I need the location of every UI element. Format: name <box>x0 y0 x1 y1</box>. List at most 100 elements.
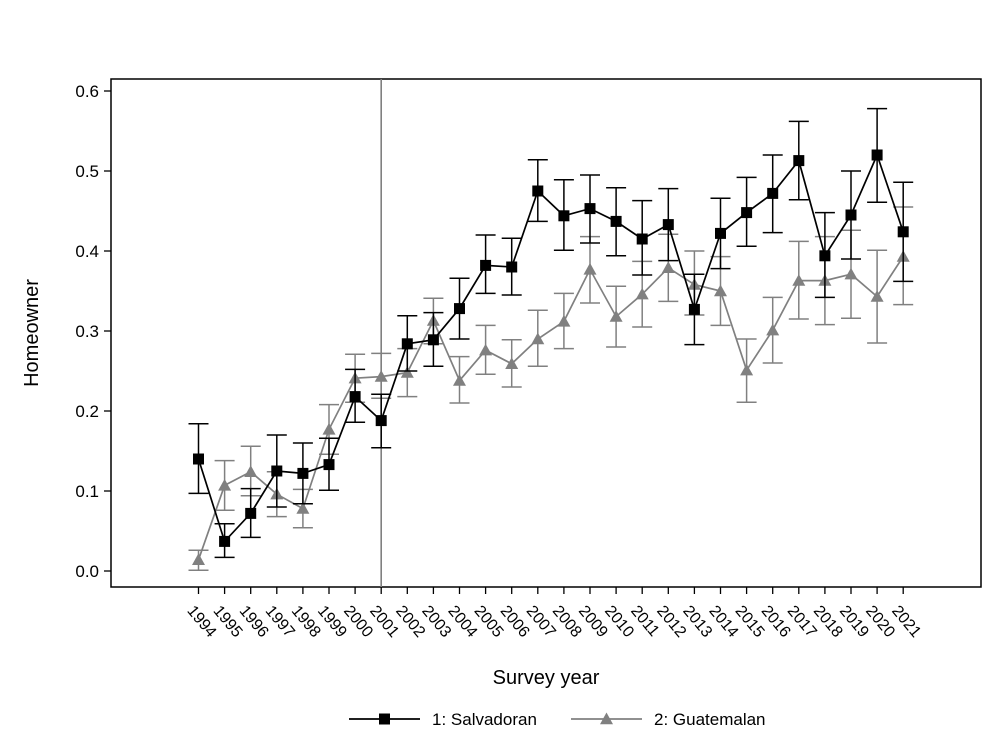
y-tick-label: 0.2 <box>75 402 99 421</box>
data-point <box>767 187 779 199</box>
data-point <box>374 370 388 382</box>
y-tick-label: 0.6 <box>75 82 99 101</box>
x-tick-label: 2003 <box>418 603 454 641</box>
x-tick-label: 1995 <box>210 603 246 641</box>
x-tick-label: 2016 <box>758 603 794 641</box>
data-point <box>636 233 648 245</box>
series-layer <box>188 107 914 571</box>
x-tick-label: 2004 <box>444 603 480 641</box>
x-tick-label: 2011 <box>627 603 662 640</box>
x-tick-label: 1998 <box>288 603 324 641</box>
data-point <box>715 227 726 239</box>
x-tick-label: 2015 <box>732 603 768 641</box>
x-tick-label: 2014 <box>705 603 741 641</box>
x-tick-label: 1999 <box>314 603 350 641</box>
x-tick-label: 2010 <box>601 603 637 641</box>
data-point <box>558 210 570 222</box>
series-line <box>197 152 905 544</box>
data-point <box>322 422 336 435</box>
data-point <box>349 391 361 403</box>
data-point <box>845 209 857 221</box>
data-point <box>427 334 439 346</box>
data-point <box>792 274 806 286</box>
data-point <box>400 366 414 378</box>
data-point <box>609 310 623 322</box>
x-tick-label: 2005 <box>471 603 507 641</box>
data-point <box>245 507 257 519</box>
data-point <box>871 149 883 161</box>
x-tick-label: 1996 <box>236 603 272 641</box>
data-point <box>688 303 700 315</box>
series-1 <box>188 107 914 559</box>
x-tick-label: 2017 <box>784 603 820 641</box>
x-tick-label: 2009 <box>575 603 611 641</box>
x-tick-label: 2012 <box>653 603 689 641</box>
y-tick-label: 0.4 <box>75 242 99 261</box>
data-point <box>662 219 674 231</box>
x-tick-label: 2000 <box>340 603 376 641</box>
data-point <box>531 332 545 345</box>
y-tick-label: 0.5 <box>75 162 99 181</box>
x-tick-label: 1994 <box>183 603 219 641</box>
x-tick-label: 2018 <box>810 603 846 641</box>
data-point <box>557 314 571 327</box>
legend-label: 2: Guatemalan <box>654 710 766 729</box>
y-axis: 0.0 0.1 0.2 0.3 0.4 0.5 0.6 <box>75 82 111 581</box>
x-tick-label: 2013 <box>679 603 715 641</box>
data-point <box>532 185 544 197</box>
data-point <box>401 338 413 350</box>
data-point <box>819 250 831 262</box>
x-tick-label: 1997 <box>262 603 298 641</box>
y-tick-label: 0.0 <box>75 562 99 581</box>
y-tick-label: 0.3 <box>75 322 99 341</box>
x-tick-label: 2006 <box>497 603 533 641</box>
legend-item-2: 2: Guatemalan <box>571 710 766 729</box>
data-point <box>193 453 204 465</box>
data-point <box>218 478 232 491</box>
x-axis-title: Survey year <box>493 667 600 689</box>
data-point <box>297 467 309 479</box>
y-axis-title: Homeowner <box>21 279 43 387</box>
data-point <box>244 465 258 477</box>
data-point <box>897 226 909 238</box>
data-point <box>219 535 231 547</box>
legend-marker <box>600 712 613 725</box>
data-point <box>844 267 858 280</box>
data-point <box>454 303 465 315</box>
data-point <box>661 261 675 273</box>
data-point <box>635 287 649 300</box>
x-tick-label: 2002 <box>392 603 428 641</box>
data-point <box>870 290 884 302</box>
data-point <box>296 502 310 514</box>
data-point <box>323 459 335 471</box>
data-point <box>714 284 727 297</box>
data-point <box>505 357 519 369</box>
x-tick-label: 2019 <box>836 603 872 641</box>
legend: 1: Salvadoran 2: Guatemalan <box>349 710 766 729</box>
x-tick-label: 2007 <box>523 603 559 641</box>
data-point <box>610 215 622 227</box>
data-point <box>584 203 596 215</box>
data-point <box>793 155 805 167</box>
x-tick-label: 2021 <box>888 603 924 641</box>
data-point <box>479 343 493 356</box>
x-tick-label: 2008 <box>549 603 585 641</box>
data-point <box>271 465 283 477</box>
x-axis: 1994199519961997199819992000200120022003… <box>183 587 924 641</box>
data-point <box>506 261 518 273</box>
y-tick-label: 0.1 <box>75 482 99 501</box>
data-point <box>583 262 597 275</box>
legend-marker <box>379 713 390 725</box>
x-tick-label: 2020 <box>862 603 898 641</box>
data-point <box>740 363 754 376</box>
legend-label: 1: Salvadoran <box>432 710 537 729</box>
x-tick-label: 2001 <box>366 603 402 641</box>
data-point <box>741 207 753 219</box>
data-point <box>766 323 780 336</box>
data-point <box>453 374 466 386</box>
data-point <box>375 415 387 427</box>
series-2 <box>188 206 914 571</box>
data-point <box>480 259 492 271</box>
data-point <box>192 553 205 565</box>
